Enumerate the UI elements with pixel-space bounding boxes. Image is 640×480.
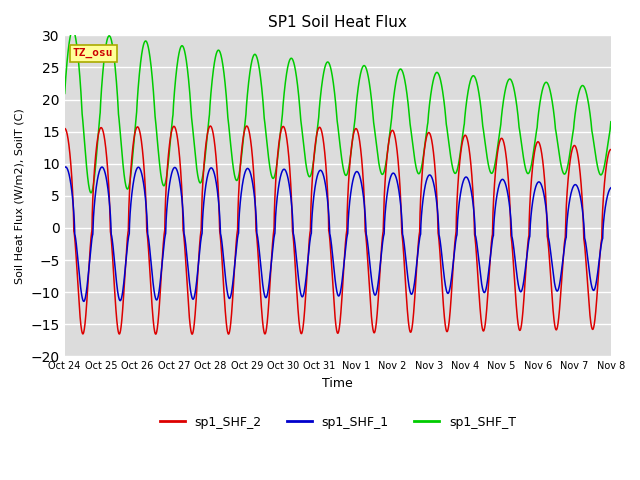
Title: SP1 Soil Heat Flux: SP1 Soil Heat Flux (268, 15, 407, 30)
Text: TZ_osu: TZ_osu (73, 48, 113, 59)
Y-axis label: Soil Heat Flux (W/m2), SoilT (C): Soil Heat Flux (W/m2), SoilT (C) (15, 108, 25, 284)
Legend: sp1_SHF_2, sp1_SHF_1, sp1_SHF_T: sp1_SHF_2, sp1_SHF_1, sp1_SHF_T (155, 411, 521, 434)
X-axis label: Time: Time (323, 377, 353, 390)
